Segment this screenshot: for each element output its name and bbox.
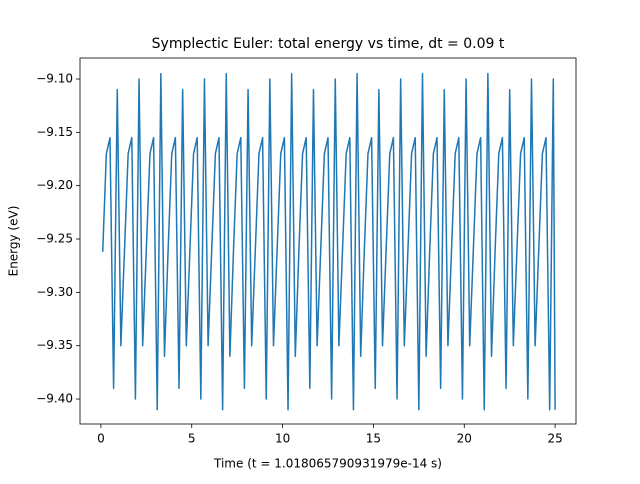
x-tick-label: 5: [188, 432, 196, 446]
y-tick-label: −9.25: [36, 232, 73, 246]
y-tick-label: −9.20: [36, 178, 73, 192]
x-axis-label: Time (t = 1.018065790931979e-14 s): [213, 457, 442, 471]
x-tick-label: 20: [457, 432, 472, 446]
x-tick-label: 0: [97, 432, 105, 446]
x-tick-label: 25: [547, 432, 562, 446]
x-tick-label: 10: [275, 432, 290, 446]
chart-title: Symplectic Euler: total energy vs time, …: [152, 36, 505, 52]
y-tick-label: −9.35: [36, 338, 73, 352]
x-tick-label: 15: [366, 432, 381, 446]
y-tick-label: −9.15: [36, 125, 73, 139]
y-tick-label: −9.30: [36, 285, 73, 299]
plot-frame: [79, 57, 577, 425]
y-tick-label: −9.40: [36, 392, 73, 406]
y-axis-label: Energy (eV): [7, 206, 21, 277]
data-line: [101, 72, 556, 411]
y-tick-label: −9.10: [36, 72, 73, 86]
